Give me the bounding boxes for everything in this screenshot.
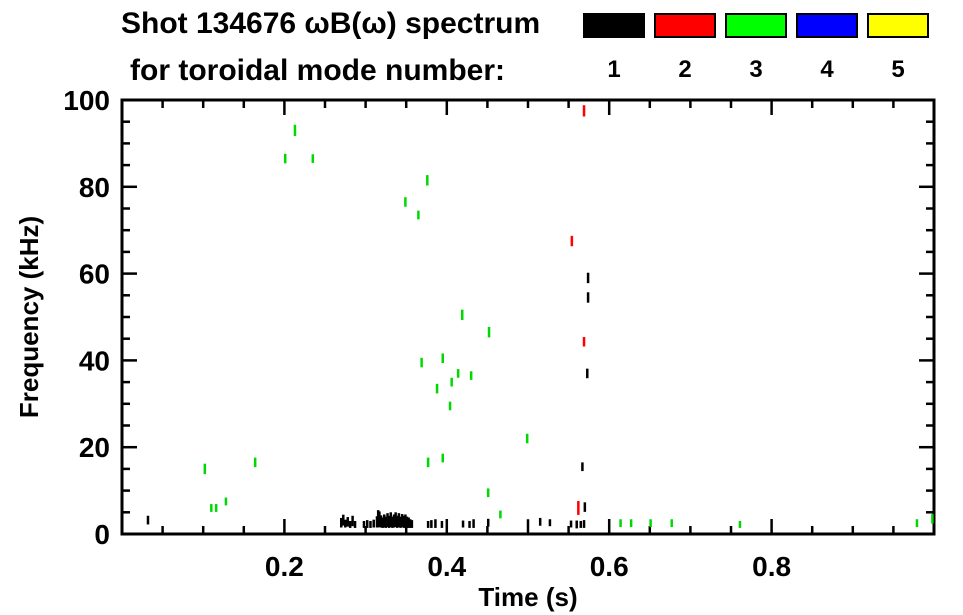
- x-tick-0.4: 0.4: [427, 551, 466, 582]
- plot-frame: [120, 98, 936, 536]
- y-tick-100: 100: [63, 85, 110, 116]
- mode-4-swatch: [796, 13, 858, 38]
- mode-5-swatch: [867, 13, 929, 38]
- data-points: [146, 105, 934, 529]
- mode-legend-swatches: [583, 13, 929, 38]
- x-tick-labels: 0.2 0.4 0.6 0.8: [265, 551, 791, 582]
- axis-ticks: [122, 98, 934, 536]
- x-tick-0.6: 0.6: [590, 551, 629, 582]
- chart-subtitle: for toroidal mode number:: [130, 54, 505, 87]
- y-axis-title: Frequency (kHz): [14, 216, 44, 418]
- y-tick-80: 80: [79, 172, 110, 203]
- mode-legend-numbers: 1 2 3 4 5: [583, 56, 929, 84]
- mode-4-label: 4: [820, 56, 834, 83]
- y-tick-60: 60: [79, 259, 110, 290]
- mode-3-label: 3: [749, 56, 763, 83]
- x-tick-0.2: 0.2: [265, 551, 304, 582]
- y-tick-labels: 0 20 40 60 80 100: [63, 85, 110, 550]
- x-tick-0.8: 0.8: [752, 551, 791, 582]
- mode-1-label: 1: [607, 56, 621, 83]
- y-tick-20: 20: [79, 432, 110, 463]
- mode-3-swatch: [725, 13, 787, 38]
- mode-5-label: 5: [891, 56, 905, 83]
- x-axis-title: Time (s): [478, 582, 577, 612]
- series-mode-1: [146, 272, 590, 529]
- mode-2-label: 2: [678, 56, 692, 83]
- series-mode-2: [570, 105, 586, 515]
- mode-2-swatch: [654, 13, 716, 38]
- y-tick-0: 0: [94, 519, 110, 550]
- series-mode-3: [203, 124, 934, 528]
- mode-1-swatch: [583, 13, 645, 38]
- chart-title: Shot 134676 ωB(ω) spectrum: [121, 7, 541, 40]
- y-tick-40: 40: [79, 345, 110, 376]
